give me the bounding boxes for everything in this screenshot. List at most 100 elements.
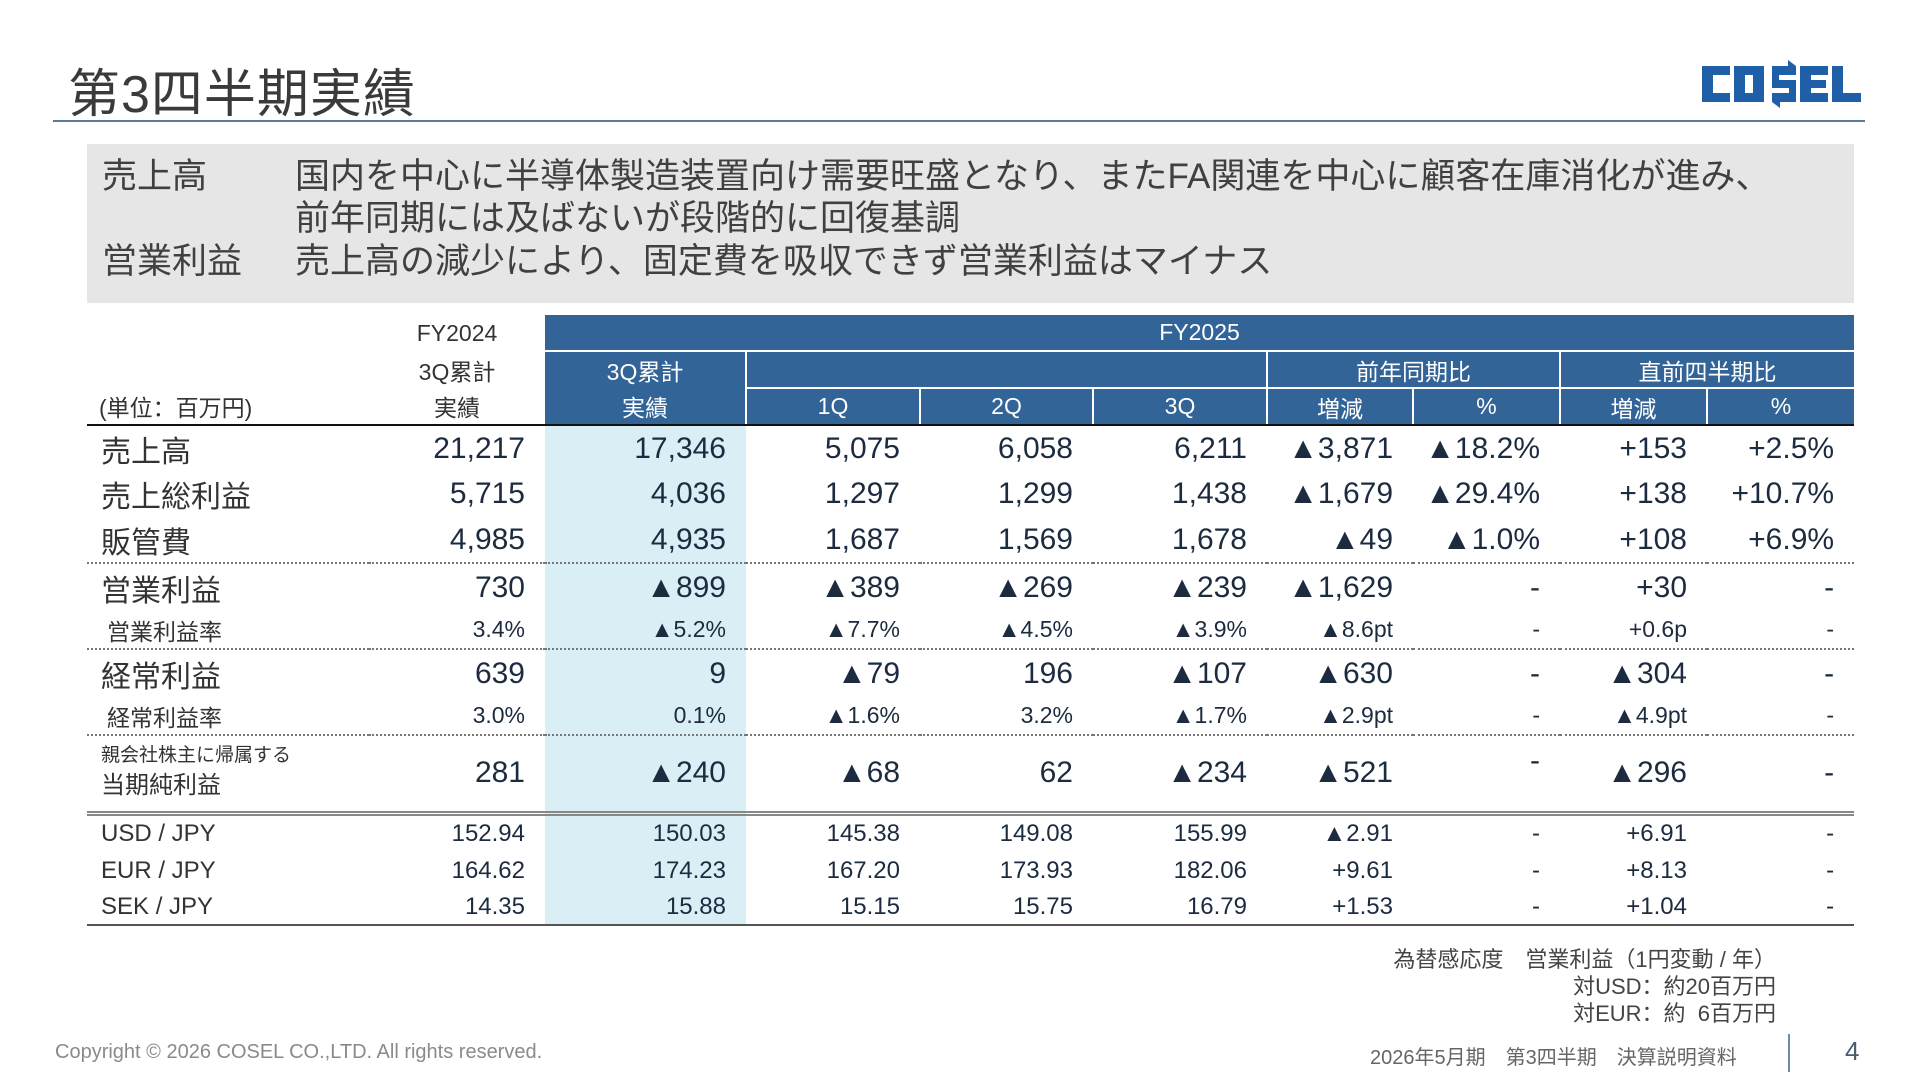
table-body: 売上高 21,217 17,346 5,075 6,058 6,211 ▲3,871 ▲18.…: [87, 425, 1855, 926]
table-cell: 3.2%: [920, 697, 1093, 736]
table-cell: ▲8.6pt: [1267, 611, 1413, 650]
table-cell: 6,211: [1174, 431, 1247, 465]
table-cell: ▲1,679: [1288, 477, 1393, 510]
table-row: 親会社株主に帰属する 当期純利益 281 ▲240 ▲68 62 ▲234 ▲521- ▲296…: [87, 735, 1855, 816]
table-cell: 174.23: [545, 853, 746, 889]
table-cell: +108: [1560, 517, 1707, 564]
header-fy2024-actual: 実績: [369, 388, 545, 426]
table-cell: ▲2.91: [1322, 820, 1393, 848]
table-cell: -: [1530, 656, 1540, 690]
table-cell: 14.35: [369, 889, 545, 926]
table-cell: 5,715: [449, 477, 525, 510]
table-cell: 4,935: [545, 517, 746, 564]
summary-text-sales-1: 国内を中心に半導体製造装置向け需要旺盛となり、またFA関連を中心に顧客在庫消化が…: [295, 157, 1771, 196]
table-cell: 4,985: [369, 517, 545, 564]
table-cell: +1.53: [1267, 889, 1413, 926]
table-cell: 155.99: [1173, 820, 1247, 848]
table-cell: 17,346: [545, 425, 746, 471]
table-cell: 639: [474, 656, 525, 690]
header-yoy-pct: %: [1412, 388, 1560, 426]
header-3q: 3Q: [1092, 388, 1267, 426]
table-cell: 0.1%: [545, 697, 746, 736]
table-cell: ▲296: [1560, 735, 1707, 816]
table-cell: -: [1413, 889, 1560, 926]
table-row: USD / JPY 152.94 150.03 145.38 149.08 155.99 ▲…: [87, 813, 1854, 853]
cosel-logo: [1702, 60, 1861, 108]
table-cell: ▲3,871: [1288, 431, 1393, 465]
row-label: 販管費: [87, 517, 369, 564]
row-label: 売上総利益: [101, 481, 251, 514]
table-cell: 1,438: [1171, 477, 1247, 510]
table-cell: +6.91: [1626, 820, 1687, 848]
header-quarters-blank: [745, 351, 1267, 389]
page-number: 4: [1845, 1036, 1860, 1066]
row-label: 経常利益率: [87, 697, 369, 736]
table-cell: -: [1530, 570, 1540, 604]
document-name: 2026年5月期 第3四半期 決算説明資料: [1370, 1047, 1737, 1069]
table-cell: ▲1.6%: [746, 697, 920, 736]
table-cell: 4,036: [545, 471, 746, 517]
header-cum: 3Q累計: [545, 351, 746, 388]
table-row: 売上高 21,217 17,346 5,075 6,058 6,211 ▲3,871 ▲18.…: [87, 425, 1854, 471]
table-cell: ▲304: [1607, 656, 1687, 690]
header-fy2024: FY2024: [416, 319, 498, 346]
table-cell: +10.7%: [1731, 477, 1835, 510]
row-label-line: 当期純利益: [101, 772, 221, 800]
table-cell: 15.88: [545, 889, 746, 926]
table-cell: ▲899: [545, 563, 746, 611]
table-cell: +9.61: [1332, 857, 1393, 884]
table-cell: ▲4.9pt: [1560, 697, 1707, 736]
table-cell: 281: [369, 735, 545, 816]
table-cell: ▲1.7%: [1093, 697, 1267, 736]
results-table: FY2024 FY2025 3Q累計 3Q累計 前年同期比 直前四半期比 (単位…: [87, 315, 1855, 926]
row-label: 営業利益: [101, 574, 221, 608]
table-cell: 1,569: [920, 517, 1093, 564]
table-cell: ▲234: [1093, 735, 1267, 816]
table-cell: -: [1826, 820, 1835, 848]
table-cell: 15.15: [746, 889, 920, 926]
row-label: 売上高: [101, 435, 191, 469]
table-cell: 1,299: [997, 477, 1073, 510]
title-divider: [53, 120, 1865, 122]
table-cell: ▲49: [1267, 517, 1413, 564]
table-cell: ▲389: [820, 570, 900, 604]
copyright: Copyright © 2026 COSEL CO.,LTD. All righ…: [55, 1041, 543, 1063]
table-cell: ▲521: [1267, 735, 1413, 816]
note-line: 対USD：約20百万円: [1573, 974, 1776, 999]
table-cell: ▲1.0%: [1413, 517, 1560, 564]
table-row: 販管費 4,985 4,935 1,687 1,569 1,678 ▲49 ▲1.0% +108…: [87, 517, 1855, 564]
table-cell: +138: [1619, 477, 1687, 510]
table-cell: ▲1,629: [1288, 570, 1393, 604]
header-fy2024-cum: 3Q累計: [418, 358, 496, 385]
table-cell: ▲239: [1167, 570, 1247, 604]
table-cell: 196: [1022, 656, 1073, 690]
table-row: 経常利益 639 9 ▲79 196 ▲107 ▲630 - ▲304 -: [87, 649, 1854, 697]
table-cell: 6,058: [997, 431, 1073, 465]
table-cell: -: [1826, 857, 1835, 884]
table-cell: -: [1413, 611, 1560, 650]
header-blank: [87, 351, 369, 388]
table-cell: ▲68: [746, 735, 920, 816]
table-cell: -: [1824, 570, 1835, 604]
summary-text-op: 売上高の減少により、固定費を吸収できず営業利益はマイナス: [295, 242, 1273, 281]
note-line: 対EUR：約 6百万円: [1573, 1001, 1776, 1026]
table-cell: -: [1707, 697, 1855, 736]
table-cell: -: [1707, 735, 1855, 816]
table-cell: -: [1532, 820, 1540, 848]
table-cell: ▲5.2%: [545, 611, 746, 650]
table-row: 売上総利益 5,715 4,036 1,297 1,299 1,438 ▲1,679 ▲29.…: [87, 471, 1854, 517]
table-cell: ▲269: [993, 570, 1073, 604]
table-cell: 145.38: [826, 820, 900, 848]
table-cell: 730: [474, 570, 525, 604]
header-qoq-change: 増減: [1559, 388, 1707, 426]
row-label-line: 親会社株主に帰属する: [101, 745, 292, 767]
table-cell: ▲79: [836, 656, 900, 690]
table-cell: ▲630: [1313, 656, 1393, 690]
footer-divider: [1788, 1034, 1790, 1072]
table-row: SEK / JPY 14.35 15.88 15.15 15.75 16.79 +1.53-…: [87, 889, 1855, 926]
table-cell: 21,217: [433, 431, 525, 465]
table-cell: +0.6p: [1560, 611, 1707, 650]
row-label: 親会社株主に帰属する当期純利益: [87, 735, 369, 816]
summary-box: 売上高 国内を中心に半導体製造装置向け需要旺盛となり、またFA関連を中心に顧客在…: [87, 144, 1854, 303]
table-cell: 15.75: [920, 889, 1093, 926]
